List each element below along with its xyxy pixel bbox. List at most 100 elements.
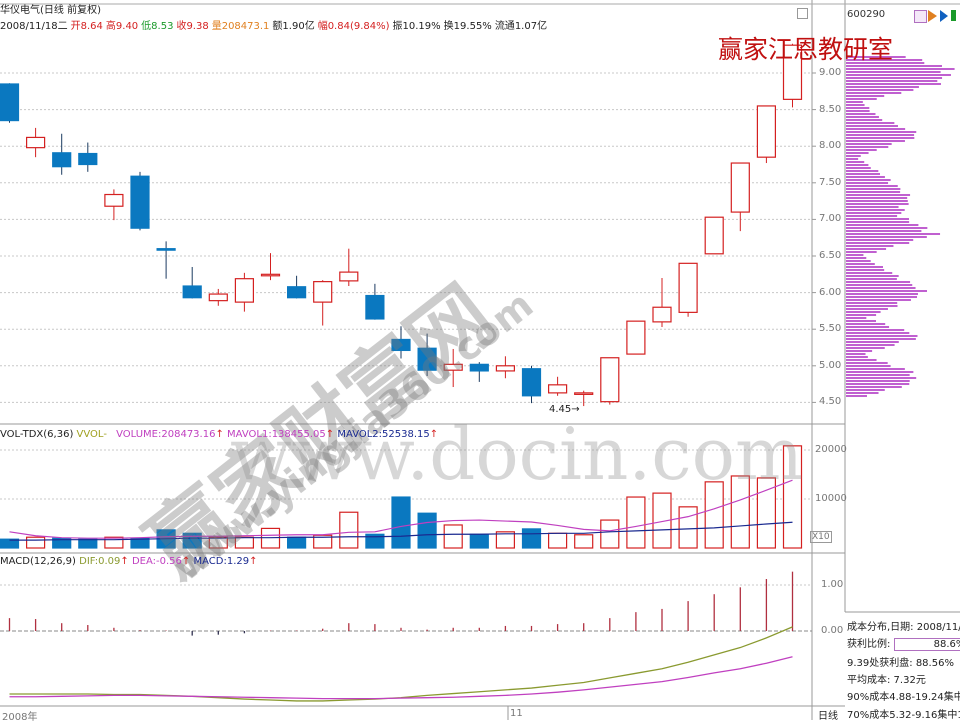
candle-body xyxy=(521,368,542,397)
quote-field-label: 开 xyxy=(70,21,81,32)
quote-field-value: 1.90亿 xyxy=(282,21,315,32)
quote-line: 2008/11/18二 开8.64 高9.40 低8.53 收9.38 量208473.1… xyxy=(0,21,547,33)
flame-icon[interactable] xyxy=(928,10,937,22)
mavol2-value: MAVOL2:52538.15 xyxy=(337,429,430,440)
y-tick-label: 9.00 xyxy=(819,67,842,78)
profit-ratio-input[interactable]: 88.6% xyxy=(894,638,960,651)
cost-90: 90%成本4.88-19.24集中45 xyxy=(847,692,960,703)
vol-header: VOL-TDX(6,36) VVOL- VOLUME:208473.16↑ MA… xyxy=(0,429,438,441)
y-tick-label: 6.00 xyxy=(819,286,842,298)
quote-field-label: 流通 xyxy=(494,21,515,32)
up-arrow-icon: ↑ xyxy=(325,429,335,440)
quote-field: 低8.53 xyxy=(141,21,173,32)
volume-bar xyxy=(0,538,20,549)
cost-distribution-icon[interactable] xyxy=(914,10,927,23)
candle-body xyxy=(391,338,411,352)
dea-value: DEA:-0.56 xyxy=(131,556,182,567)
quote-field-value: 10.19% xyxy=(402,21,441,32)
candle-body xyxy=(287,286,307,299)
volume-bar xyxy=(443,524,463,549)
volume-bar xyxy=(104,536,124,549)
dif-value: DIF:0.09 xyxy=(79,556,121,567)
candle-body xyxy=(756,105,777,158)
quote-field-label: 换 xyxy=(443,21,454,32)
up-arrow-icon: ↑ xyxy=(120,556,129,567)
quote-field: 额1.90亿 xyxy=(272,21,314,32)
candle-body xyxy=(365,294,385,320)
quote-field-label: 低 xyxy=(141,21,152,32)
volume-value: VOLUME:208473.16 xyxy=(116,429,216,440)
quote-field-label: 振 xyxy=(392,21,403,32)
quote-field-value: 19.55% xyxy=(453,21,492,32)
x-label-year: 2008年 xyxy=(2,712,38,723)
quote-field: 收9.38 xyxy=(176,21,208,32)
quote-field: 开8.64 xyxy=(71,21,103,32)
candle-body xyxy=(52,152,72,168)
y-tick-label: 20000 xyxy=(815,444,847,455)
candle-body xyxy=(547,384,568,394)
candle-body xyxy=(495,365,515,372)
up-arrow-icon: ↑ xyxy=(429,429,439,440)
candle-body xyxy=(574,392,594,395)
candle-body xyxy=(0,83,20,122)
candle-body xyxy=(313,281,333,303)
candle-body xyxy=(600,357,620,403)
y-tick-label: 8.00 xyxy=(819,140,842,152)
volume-bar xyxy=(704,481,724,549)
volume-bar xyxy=(417,512,437,549)
candle-body xyxy=(339,271,359,282)
quote-field-value: 0.84(9.84%) xyxy=(327,21,390,32)
dif-line xyxy=(9,626,793,702)
mavol2-line xyxy=(9,521,793,541)
volume-bar xyxy=(339,511,359,549)
flag-green-icon[interactable] xyxy=(951,10,956,21)
volume-bar xyxy=(287,536,307,549)
quote-field-label: 额 xyxy=(272,21,283,32)
candle-body xyxy=(469,363,489,372)
volume-bar xyxy=(678,506,698,549)
vol-indicator-name[interactable]: VOL-TDX(6,36) xyxy=(0,429,74,440)
y-tick-label: 1.00 xyxy=(821,579,844,590)
candle-body xyxy=(156,248,176,251)
candle-body xyxy=(652,306,672,323)
chart-title: 华仪电气(日线 前复权) xyxy=(0,5,101,16)
candle-body xyxy=(104,193,124,207)
y-tick-label: 6.50 xyxy=(819,250,842,261)
profit-at-price: 9.39处获利盘: 88.56% xyxy=(847,658,954,669)
volume-bar xyxy=(574,534,594,549)
volume-bar xyxy=(521,528,542,549)
quote-field-value: 8.64 xyxy=(80,21,103,32)
candle-body xyxy=(182,285,202,299)
quote-field: 振10.19% xyxy=(393,21,441,32)
mavol1-line xyxy=(9,479,793,539)
candle-body xyxy=(130,175,150,229)
x-label-month: 11 xyxy=(510,708,523,719)
quote-field: 幅0.84(9.84%) xyxy=(318,21,390,32)
quote-date: 2008/11/18二 xyxy=(0,21,68,32)
quote-field-label: 高 xyxy=(105,21,116,32)
volume-bar xyxy=(547,532,568,549)
y-tick-label: 7.50 xyxy=(819,176,842,188)
maximize-icon[interactable] xyxy=(797,8,808,19)
period-button[interactable]: 日线 xyxy=(818,711,838,722)
volume-bar xyxy=(626,496,646,549)
candle-body xyxy=(234,278,254,303)
vvol-label: VVOL- xyxy=(76,429,107,440)
y-tick-label: 5.50 xyxy=(819,323,842,335)
macd-indicator-name[interactable]: MACD(12,26,9) xyxy=(0,556,76,567)
volume-bar xyxy=(652,492,672,549)
volume-bar xyxy=(182,532,202,549)
up-arrow-icon: ↑ xyxy=(215,429,224,440)
quote-field-value: 9.38 xyxy=(186,21,209,32)
candle-body xyxy=(417,347,437,371)
candle-body xyxy=(208,293,228,302)
candle-body xyxy=(26,136,46,149)
flag-blue-icon[interactable] xyxy=(940,10,948,22)
quote-field-label: 量 xyxy=(211,21,222,32)
quote-field: 换19.55% xyxy=(444,21,492,32)
profit-ratio-row: 获利比例:88.6% xyxy=(847,635,960,651)
quote-field: 高9.40 xyxy=(106,21,138,32)
quote-fields: 开8.64 高9.40 低8.53 收9.38 量208473.1 额1.90亿 幅0.84… xyxy=(68,21,547,32)
low-price-marker: 4.45→ xyxy=(549,404,580,415)
